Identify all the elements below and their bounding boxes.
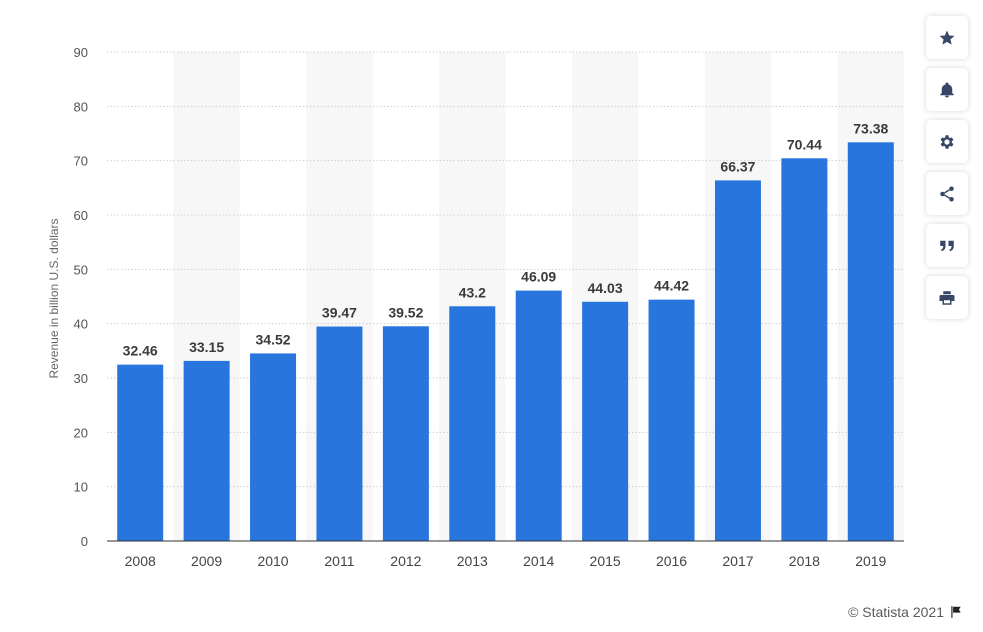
data-label: 34.52 — [256, 331, 291, 347]
cite-button[interactable] — [926, 224, 968, 267]
x-tick-label: 2017 — [722, 553, 753, 569]
x-tick-label: 2016 — [656, 553, 687, 569]
x-tick-label: 2010 — [257, 553, 288, 569]
gear-icon — [940, 134, 954, 149]
x-tick-label: 2008 — [125, 553, 156, 569]
data-label: 43.2 — [459, 284, 486, 300]
share-button[interactable] — [926, 172, 968, 215]
data-label: 39.47 — [322, 305, 357, 321]
y-tick-label: 0 — [81, 534, 88, 549]
chart-toolbar — [926, 16, 970, 319]
bar — [316, 326, 363, 541]
y-tick-label: 50 — [74, 262, 88, 277]
bar — [648, 299, 695, 541]
y-tick-label: 20 — [74, 425, 88, 440]
x-tick-label: 2009 — [191, 553, 222, 569]
x-tick-label: 2011 — [324, 553, 354, 569]
bar — [582, 301, 629, 541]
y-tick-label: 80 — [74, 99, 88, 114]
y-tick-label: 30 — [74, 371, 88, 386]
x-tick-label: 2014 — [523, 553, 554, 569]
y-tick-label: 10 — [74, 480, 88, 495]
notification-button[interactable] — [926, 68, 968, 111]
y-axis-title: Revenue in billion U.S. dollars — [47, 218, 61, 378]
credit-text: © Statista 2021 — [848, 604, 944, 620]
x-tick-label: 2012 — [390, 553, 421, 569]
print-button[interactable] — [926, 276, 968, 319]
x-tick-label: 2015 — [590, 553, 621, 569]
bar — [449, 306, 496, 541]
data-label: 44.42 — [654, 278, 689, 294]
statista-credit[interactable]: © Statista 2021 — [848, 604, 963, 620]
star-icon — [939, 30, 955, 45]
bar — [515, 290, 562, 541]
data-label: 44.03 — [588, 280, 623, 296]
data-label: 39.52 — [388, 304, 423, 320]
bar — [847, 142, 894, 541]
data-label: 66.37 — [720, 158, 755, 174]
bell-icon — [940, 82, 954, 97]
bar — [382, 326, 429, 541]
bar — [714, 180, 761, 542]
x-tick-label: 2013 — [457, 553, 488, 569]
bar — [183, 360, 230, 541]
y-tick-label: 40 — [74, 317, 88, 332]
x-tick-label: 2018 — [789, 553, 820, 569]
y-tick-label: 90 — [74, 45, 88, 60]
data-label: 32.46 — [123, 343, 158, 359]
data-label: 70.44 — [787, 136, 822, 152]
settings-button[interactable] — [926, 120, 968, 163]
quote-icon — [940, 240, 954, 251]
flag-icon — [951, 606, 961, 618]
share-icon — [940, 186, 954, 201]
bar — [117, 364, 164, 541]
favorite-button[interactable] — [926, 16, 968, 59]
print-icon — [939, 290, 955, 305]
bar — [250, 353, 297, 541]
y-tick-label: 60 — [74, 208, 88, 223]
data-label: 73.38 — [853, 120, 888, 136]
y-tick-label: 70 — [74, 154, 88, 169]
bar — [781, 158, 828, 541]
x-tick-label: 2019 — [855, 553, 886, 569]
data-label: 33.15 — [189, 339, 224, 355]
data-label: 46.09 — [521, 269, 556, 285]
